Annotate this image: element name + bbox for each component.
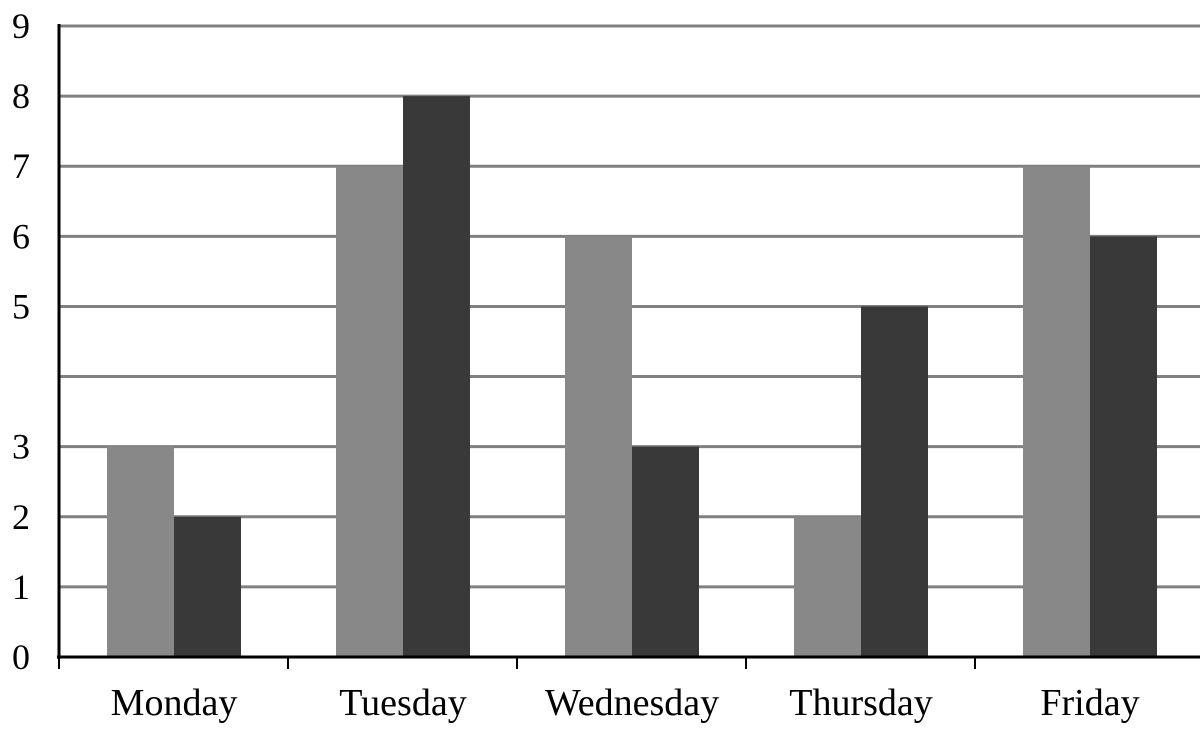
- bar-thursday-series-2: [861, 306, 928, 657]
- bars: [107, 96, 1157, 658]
- y-tick-label: 0: [12, 637, 30, 677]
- axes: [57, 24, 1200, 669]
- y-tick-label: 7: [12, 146, 30, 186]
- bar-friday-series-2: [1090, 236, 1157, 658]
- bar-tuesday-series-1: [336, 166, 403, 657]
- bar-friday-series-1: [1023, 166, 1090, 657]
- x-tick-label-thursday: Thursday: [789, 682, 933, 724]
- x-tick-label-monday: Monday: [111, 682, 238, 724]
- y-tick-label: 1: [12, 567, 30, 607]
- y-tick-label: 8: [12, 76, 30, 116]
- y-tick-label: 2: [12, 497, 30, 537]
- x-tick-label-tuesday: Tuesday: [339, 682, 466, 724]
- y-tick-label: 6: [12, 216, 30, 256]
- x-tick-label-friday: Friday: [1040, 682, 1139, 724]
- bar-wednesday-series-1: [565, 236, 632, 658]
- bar-monday-series-1: [107, 446, 174, 657]
- bar-wednesday-series-2: [632, 446, 699, 657]
- y-tick-label: 3: [12, 427, 30, 467]
- y-axis-tick-labels: 0 1 2 3 5 6 7 8 9: [12, 6, 30, 677]
- bar-thursday-series-1: [794, 516, 861, 657]
- bar-tuesday-series-2: [403, 96, 470, 658]
- y-tick-label: 5: [12, 286, 30, 326]
- x-tick-label-wednesday: Wednesday: [545, 682, 719, 724]
- y-tick-label: 9: [12, 6, 30, 46]
- bar-monday-series-2: [174, 516, 241, 657]
- x-axis-tick-labels: Monday Tuesday Wednesday Thursday Friday: [111, 682, 1140, 724]
